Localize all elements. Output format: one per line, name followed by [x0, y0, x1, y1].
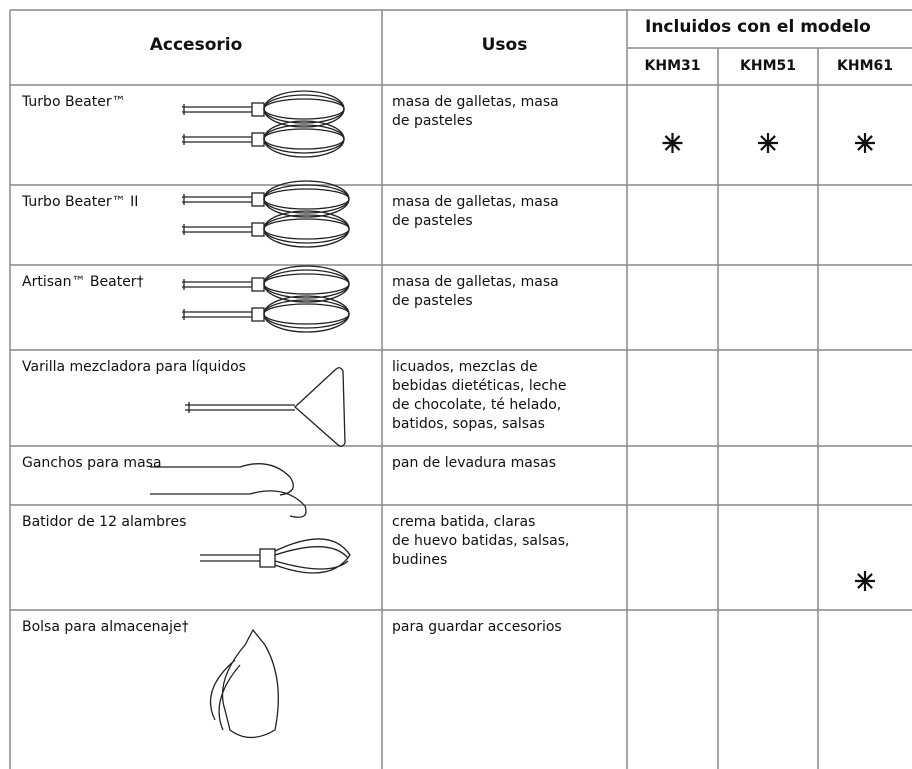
- shaft: [182, 309, 252, 320]
- wire: [263, 218, 350, 240]
- whisk: [274, 538, 351, 574]
- accessory-name: Varilla mezcladora para líquidos: [22, 359, 246, 375]
- wire: [263, 90, 345, 128]
- included-mark: [855, 133, 875, 153]
- hook: [150, 463, 307, 518]
- asterisk-stroke: [857, 135, 873, 151]
- model-header: KHM31: [644, 58, 701, 74]
- included-mark: [758, 133, 778, 153]
- accessory-name: Artisan™ Beater†: [22, 274, 144, 290]
- header-uses: Usos: [481, 35, 528, 55]
- wire: [263, 295, 350, 333]
- collar: [251, 307, 265, 322]
- collar: [251, 222, 265, 237]
- collar: [259, 548, 276, 568]
- collar: [251, 132, 265, 147]
- uses-text: masa de galletas, masa de pasteles: [392, 194, 559, 229]
- illustration: [185, 367, 346, 447]
- shaft: [185, 402, 295, 413]
- wire: [263, 128, 345, 150]
- wire: [263, 303, 350, 325]
- model-header: KHM61: [837, 58, 893, 74]
- shaft: [182, 134, 252, 145]
- asterisk-stroke: [857, 573, 873, 589]
- asterisk-stroke: [760, 135, 776, 151]
- uses-text: crema batida, claras de huevo batidas, s…: [392, 514, 570, 568]
- wire: [263, 120, 345, 158]
- shaft: [182, 224, 252, 235]
- disc: [294, 367, 346, 447]
- shaft: [200, 554, 260, 562]
- included-mark: [662, 133, 683, 153]
- accessory-name: Turbo Beater™ II: [22, 194, 139, 210]
- asterisk-stroke: [664, 135, 681, 151]
- uses-text: masa de galletas, masa de pasteles: [392, 94, 559, 129]
- illustration: [200, 538, 351, 574]
- included-mark: [855, 571, 875, 591]
- illustration: [182, 90, 345, 158]
- accessory-name: Ganchos para masa: [22, 455, 162, 471]
- header-accessory: Accesorio: [149, 35, 243, 55]
- accessory-name: Bolsa para almacenaje†: [22, 619, 189, 635]
- wire: [263, 265, 350, 303]
- header-included: Incluidos con el modelo: [645, 17, 871, 37]
- illustration: [182, 265, 350, 333]
- shaft: [182, 279, 252, 290]
- illustration: [150, 463, 307, 518]
- illustration: [182, 180, 350, 248]
- bag: [209, 628, 279, 739]
- wire: [263, 180, 350, 218]
- accessory-name: Turbo Beater™: [22, 94, 126, 110]
- illustration: [209, 628, 279, 739]
- shaft: [182, 104, 252, 115]
- model-header: KHM51: [740, 58, 796, 74]
- uses-text: para guardar accesorios: [392, 619, 562, 635]
- shaft: [182, 194, 252, 205]
- uses-text: pan de levadura masas: [392, 455, 557, 471]
- accessory-name: Batidor de 12 alambres: [22, 514, 187, 530]
- uses-text: licuados, mezclas de bebidas dietéticas,…: [392, 359, 567, 432]
- uses-text: masa de galletas, masa de pasteles: [392, 274, 559, 309]
- wire: [263, 210, 350, 248]
